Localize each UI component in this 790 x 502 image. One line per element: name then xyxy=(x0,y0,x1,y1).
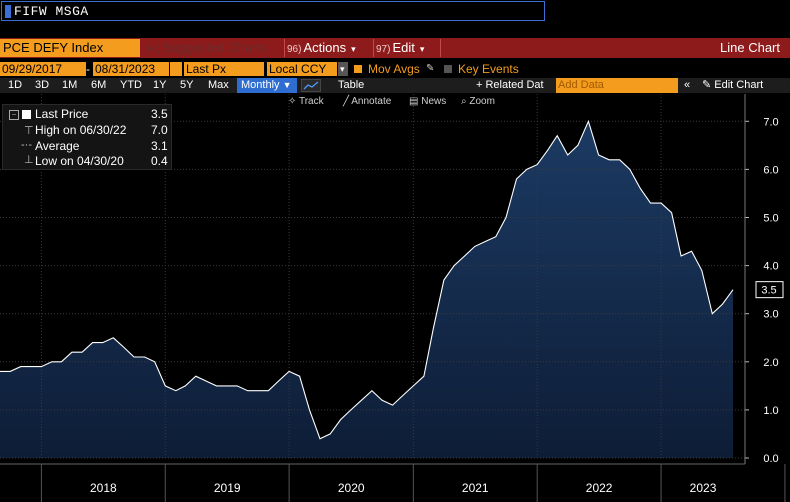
legend-last-value: 3.5 xyxy=(151,107,168,121)
end-date-field[interactable]: 08/31/2023 xyxy=(93,62,169,76)
news-icon: ▤ xyxy=(409,96,422,107)
news-tool[interactable]: ▤ News xyxy=(409,95,446,108)
date-separator: - xyxy=(86,62,90,76)
edit-menu[interactable]: 97) Edit ▾ xyxy=(376,39,424,59)
start-date-field[interactable]: 09/29/2017 xyxy=(0,62,86,76)
high-marker-icon: ⊤ xyxy=(24,125,34,137)
command-line[interactable]: FIFW MSGA xyxy=(1,1,545,21)
chart-type-label: Line Chart xyxy=(720,40,780,55)
legend-last-label: Last Price xyxy=(35,107,89,121)
period-max[interactable]: Max xyxy=(208,79,229,91)
x-tick-label: 2018 xyxy=(90,481,117,495)
edit-chart-button[interactable]: ✎ Edit Chart xyxy=(702,78,763,93)
chevron-down-icon: ▾ xyxy=(351,44,356,54)
track-label: Track xyxy=(298,96,324,107)
last-value-tag xyxy=(755,281,784,299)
x-tick-label: 2023 xyxy=(690,481,717,495)
legend-high-label: High on 06/30/22 xyxy=(35,123,127,137)
x-tick-label: 2021 xyxy=(462,481,489,495)
chevron-down-icon: ▾ xyxy=(419,44,425,54)
chevron-down-icon: ▼ xyxy=(282,80,292,90)
add-data-input[interactable]: Add Data xyxy=(556,78,678,93)
calendar-icon[interactable] xyxy=(170,62,182,76)
mov-avgs-label[interactable]: Mov Avgs xyxy=(368,62,420,76)
actions-num: 96) xyxy=(287,44,302,55)
collapse-icon[interactable]: − xyxy=(9,110,19,120)
frequency-select[interactable]: Monthly ▼ xyxy=(237,78,297,93)
period-6m[interactable]: 6M xyxy=(91,79,107,91)
y-tick-label: 4.0 xyxy=(763,261,778,273)
x-tick-label: 2020 xyxy=(338,481,365,495)
series-area xyxy=(0,121,733,459)
period-ytd[interactable]: YTD xyxy=(120,79,142,91)
pencil-icon[interactable]: ✎ xyxy=(426,63,435,74)
currency-select[interactable]: Local CCY xyxy=(267,62,337,76)
series-line xyxy=(0,119,734,440)
legend-high-value: 7.0 xyxy=(151,123,168,137)
legend-average-label: Average xyxy=(35,139,80,153)
series-swatch xyxy=(22,110,31,119)
y-tick-label: 5.0 xyxy=(763,213,778,225)
chevron-down-icon[interactable]: ▾ xyxy=(338,62,348,76)
x-tick-label: 2019 xyxy=(214,481,241,495)
toolbar xyxy=(0,38,790,58)
zoom-icon: ⌕ xyxy=(461,96,470,107)
y-tick-label: 6.0 xyxy=(763,164,778,176)
average-marker-icon: -·- xyxy=(21,139,32,151)
table-button[interactable]: Table xyxy=(338,79,365,91)
x-tick-label: 2022 xyxy=(586,481,613,495)
track-tool[interactable]: ✧ Track xyxy=(288,95,324,108)
security-field[interactable]: PCE DEFY Index xyxy=(0,39,140,57)
annotate-icon: ╱ xyxy=(343,96,352,107)
news-label: News xyxy=(421,96,447,107)
related-data-button[interactable]: + Related Dat xyxy=(476,79,544,91)
legend-low-label: Low on 04/30/20 xyxy=(35,154,124,168)
period-3d[interactable]: 3D xyxy=(35,79,50,91)
command-text: FIFW MSGA xyxy=(14,4,89,19)
last-value-label: 3.5 xyxy=(761,285,776,297)
actions-label: Actions xyxy=(303,40,347,55)
y-tick-label: 7.0 xyxy=(763,116,778,128)
key-events-checkbox[interactable] xyxy=(444,65,452,73)
field-select[interactable]: Last Px xyxy=(184,62,264,76)
x-axis-band xyxy=(0,464,790,502)
actions-menu[interactable]: 96) Actions ▾ xyxy=(287,39,356,59)
period-1y[interactable]: 1Y xyxy=(153,79,167,91)
suggested-label: Suggested Charts xyxy=(162,40,267,55)
legend-low-value: 0.4 xyxy=(151,154,168,168)
edit-num: 97) xyxy=(376,44,391,55)
cursor-marker xyxy=(5,5,11,18)
line-chart-icon[interactable] xyxy=(301,79,321,92)
period-1d[interactable]: 1D xyxy=(8,79,23,91)
collapse-icon[interactable]: « xyxy=(684,79,691,91)
suggested-num: 94) xyxy=(146,44,161,55)
y-tick-label: 1.0 xyxy=(763,405,778,417)
legend-average-value: 3.1 xyxy=(151,139,168,153)
zoom-label: Zoom xyxy=(469,96,495,107)
edit-chart-label: Edit Chart xyxy=(714,79,764,91)
crosshair-icon: ✧ xyxy=(288,96,299,107)
edit-label: Edit xyxy=(392,40,415,55)
y-tick-label: 2.0 xyxy=(763,357,778,369)
legend[interactable]: − Last Price 3.5 ⊤ High on 06/30/22 7.0 … xyxy=(2,104,172,170)
annotate-label: Annotate xyxy=(351,96,392,107)
divider xyxy=(284,39,285,57)
period-1m[interactable]: 1M xyxy=(62,79,78,91)
frequency-label: Monthly xyxy=(241,79,280,91)
suggested-charts-button[interactable]: 94) Suggested Charts xyxy=(146,39,267,59)
y-tick-label: 3.0 xyxy=(763,309,778,321)
line-chart[interactable]: 0.0 1.0 2.0 3.0 4.0 5.0 6.0 7.0 2018 2019 2020 2021… xyxy=(0,94,790,502)
divider xyxy=(373,39,374,57)
pencil-icon: ✎ xyxy=(702,79,715,91)
annotate-tool[interactable]: ╱ Annotate xyxy=(343,95,391,108)
zoom-tool[interactable]: ⌕ Zoom xyxy=(461,95,495,108)
y-tick-label: 0.0 xyxy=(763,453,778,465)
divider xyxy=(440,39,441,57)
key-events-label[interactable]: Key Events xyxy=(458,62,519,76)
period-5y[interactable]: 5Y xyxy=(180,79,194,91)
low-marker-icon: ⊥ xyxy=(24,154,34,166)
mov-avgs-checkbox[interactable] xyxy=(354,65,362,73)
